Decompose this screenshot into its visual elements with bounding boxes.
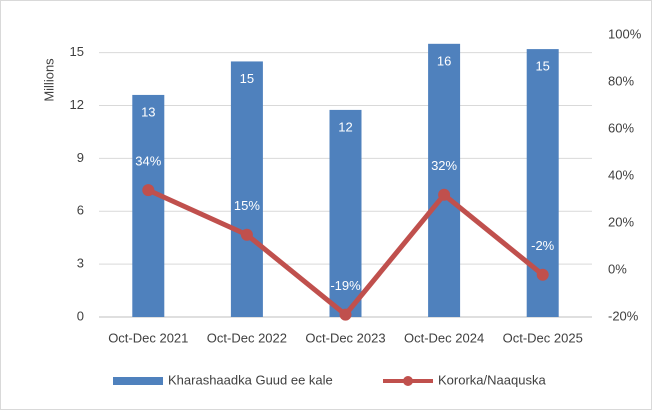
bar-value-label: 12 bbox=[338, 119, 352, 134]
x-tick-label: Oct-Dec 2021 bbox=[108, 330, 188, 345]
y2-tick-label: 80% bbox=[608, 73, 634, 88]
legend-label: Kororka/Naaquska bbox=[438, 372, 546, 387]
y2-tick-label: 60% bbox=[608, 120, 634, 135]
y-tick-label: 0 bbox=[77, 308, 84, 323]
line-value-label: 15% bbox=[234, 198, 260, 213]
bar bbox=[132, 94, 165, 317]
line-marker bbox=[240, 228, 253, 241]
x-tick-label: Oct-Dec 2024 bbox=[404, 330, 484, 345]
y2-tick-label: -20% bbox=[608, 308, 639, 323]
bar-value-label: 16 bbox=[437, 53, 451, 68]
line-marker bbox=[142, 184, 155, 197]
y2-tick-label: 40% bbox=[608, 167, 634, 182]
line-marker bbox=[536, 268, 549, 281]
bar bbox=[230, 61, 263, 317]
line-value-label: 32% bbox=[431, 158, 457, 173]
x-tick-label: Oct-Dec 2025 bbox=[503, 330, 583, 345]
bar bbox=[329, 109, 362, 317]
line-value-label: 34% bbox=[135, 154, 161, 169]
bar-value-label: 15 bbox=[240, 71, 254, 86]
y-tick-label: 12 bbox=[70, 97, 84, 112]
x-tick-label: Oct-Dec 2023 bbox=[305, 330, 385, 345]
line-value-label: -2% bbox=[531, 238, 555, 253]
bar-value-label: 15 bbox=[535, 59, 549, 74]
y-tick-label: 15 bbox=[70, 44, 84, 59]
y2-tick-label: 100% bbox=[608, 26, 642, 41]
legend-label: Kharashaadka Guud ee kale bbox=[168, 372, 333, 387]
line-marker bbox=[339, 308, 352, 321]
bar bbox=[428, 43, 461, 317]
legend-swatch bbox=[113, 377, 163, 385]
y-axis-label: Millions bbox=[41, 58, 56, 102]
line-marker bbox=[438, 188, 451, 201]
line-value-label: -19% bbox=[330, 278, 361, 293]
bar-value-label: 13 bbox=[141, 104, 155, 119]
y-tick-label: 6 bbox=[77, 203, 84, 218]
y-tick-label: 9 bbox=[77, 150, 84, 165]
y2-tick-label: 0% bbox=[608, 261, 627, 276]
y2-tick-label: 20% bbox=[608, 214, 634, 229]
y-tick-label: 3 bbox=[77, 256, 84, 271]
x-tick-label: Oct-Dec 2022 bbox=[207, 330, 287, 345]
legend-marker bbox=[403, 376, 413, 386]
